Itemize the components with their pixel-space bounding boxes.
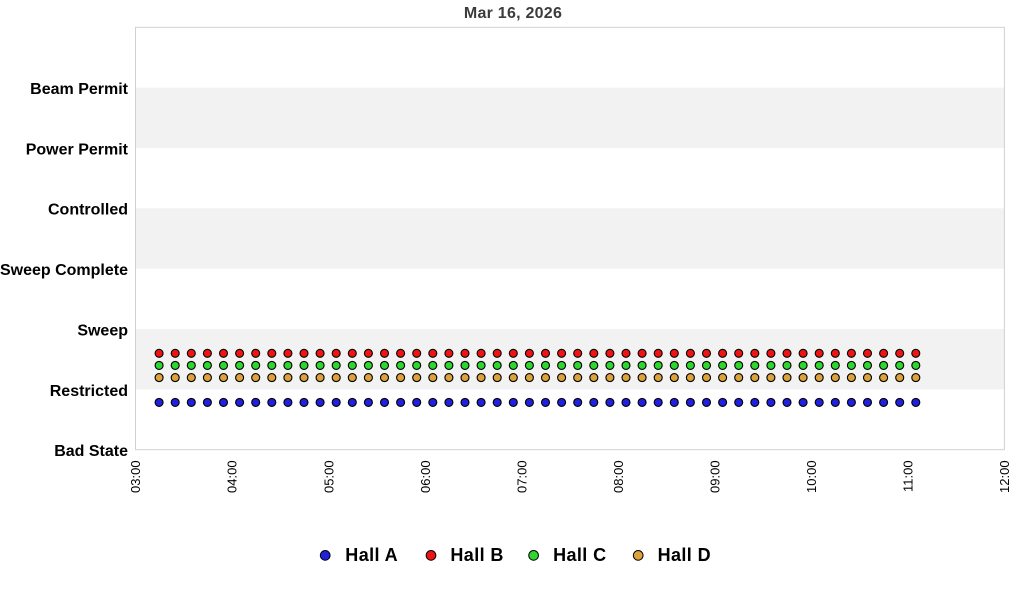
svg-text:Hall D: Hall D <box>658 545 711 565</box>
svg-text:09:00: 09:00 <box>707 460 722 493</box>
svg-text:Power Permit: Power Permit <box>26 141 129 158</box>
svg-text:08:00: 08:00 <box>611 460 626 493</box>
svg-text:10:00: 10:00 <box>804 460 819 493</box>
svg-text:Hall B: Hall B <box>450 545 503 565</box>
svg-text:11:00: 11:00 <box>901 460 916 492</box>
svg-text:Beam Permit: Beam Permit <box>30 81 128 98</box>
svg-text:Sweep: Sweep <box>77 322 128 339</box>
svg-text:04:00: 04:00 <box>225 460 240 493</box>
svg-text:Hall A: Hall A <box>345 545 398 565</box>
svg-text:Restricted: Restricted <box>50 383 128 400</box>
svg-text:03:00: 03:00 <box>128 460 143 493</box>
svg-text:07:00: 07:00 <box>514 460 529 493</box>
svg-text:Sweep Complete: Sweep Complete <box>0 262 128 279</box>
svg-text:05:00: 05:00 <box>321 460 336 493</box>
svg-text:12:00: 12:00 <box>997 460 1012 493</box>
svg-text:Hall C: Hall C <box>553 545 606 565</box>
svg-text:Controlled: Controlled <box>48 202 128 219</box>
svg-text:Mar 16, 2026: Mar 16, 2026 <box>464 5 562 22</box>
svg-text:Bad State: Bad State <box>54 443 128 460</box>
svg-text:06:00: 06:00 <box>418 460 433 493</box>
